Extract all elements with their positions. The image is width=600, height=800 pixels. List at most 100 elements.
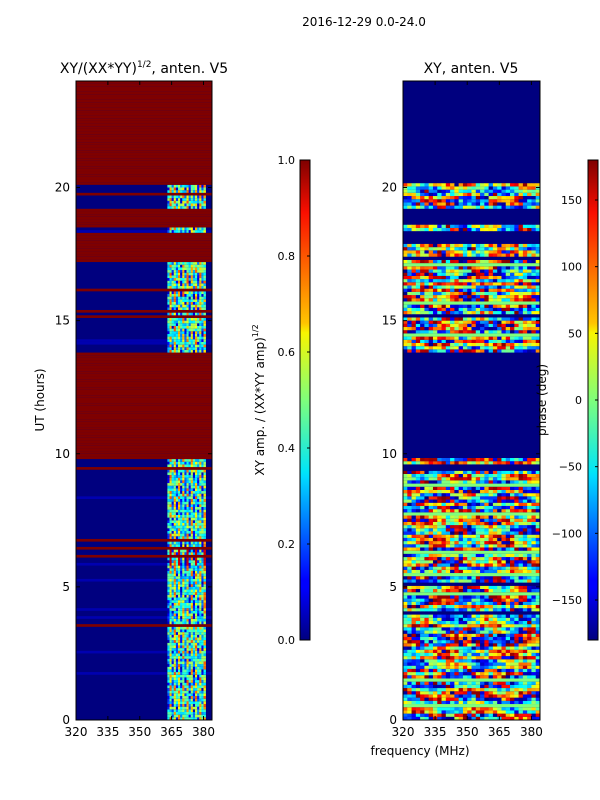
phase-cell xyxy=(475,349,481,353)
amplitude-saturated-row xyxy=(76,96,212,100)
phase-cell xyxy=(415,537,421,542)
phase-cell xyxy=(484,585,489,590)
phase-cell xyxy=(505,688,511,692)
phase-cell xyxy=(462,480,468,484)
amplitude-cell xyxy=(195,317,198,321)
phase-cell xyxy=(535,470,540,474)
amplitude-cell xyxy=(184,483,187,486)
amplitude-cell xyxy=(197,597,200,601)
phase-cell xyxy=(518,656,524,660)
amplitude-cell xyxy=(173,333,177,337)
amplitude-cell xyxy=(199,621,202,625)
phase-cell xyxy=(527,601,532,605)
amplitude-cell xyxy=(192,320,196,324)
amplitude-cell xyxy=(180,594,183,598)
amplitude-cell xyxy=(188,674,192,678)
phase-cell xyxy=(420,697,425,701)
phase-cell xyxy=(450,563,455,567)
amplitude-cell xyxy=(199,525,202,529)
phase-cell xyxy=(415,541,421,545)
phase-cell xyxy=(505,518,511,522)
amplitude-cell xyxy=(173,698,177,702)
phase-cell xyxy=(441,595,447,599)
phase-cell xyxy=(501,477,507,481)
phase-cell xyxy=(407,585,412,590)
phase-cell xyxy=(505,656,511,660)
amplitude-cell xyxy=(188,650,192,654)
amplitude-saturated-row xyxy=(76,352,212,356)
phase-cell xyxy=(510,649,515,653)
amplitude-cell xyxy=(169,544,172,547)
phase-cell xyxy=(403,649,408,653)
amplitude-cell xyxy=(188,562,192,566)
phase-cell xyxy=(510,458,515,462)
amplitude-cell xyxy=(201,605,204,609)
amplitude-cell xyxy=(175,669,179,673)
amplitude-cell xyxy=(197,533,200,537)
phase-cell xyxy=(471,601,477,605)
amplitude-saturated-row xyxy=(76,413,212,417)
phase-cell xyxy=(518,496,524,500)
amplitude-saturated-row xyxy=(76,246,212,249)
phase-cell xyxy=(475,707,481,711)
amplitude-cell xyxy=(192,669,196,673)
phase-cell xyxy=(510,700,515,705)
phase-cell xyxy=(522,589,528,593)
phase-cell xyxy=(488,652,494,657)
amplitude-cell xyxy=(203,296,206,300)
phase-cell xyxy=(510,544,515,548)
amplitude-cell xyxy=(199,578,202,582)
amplitude-cell xyxy=(201,272,204,276)
phase-cell xyxy=(420,691,425,695)
amplitude-cell xyxy=(167,514,170,518)
phase-cell xyxy=(510,342,515,347)
phase-cell xyxy=(424,537,429,542)
phase-cell xyxy=(484,537,489,542)
phase-cell xyxy=(527,608,532,612)
phase-cell xyxy=(462,521,468,526)
amplitude-cell xyxy=(188,568,192,571)
phase-cell xyxy=(518,531,524,535)
amplitude-cell xyxy=(175,634,179,638)
amplitude-cell xyxy=(186,693,189,697)
phase-cell xyxy=(505,509,511,513)
phase-cell xyxy=(467,569,472,574)
amplitude-cell xyxy=(180,485,183,489)
phase-cell xyxy=(424,544,429,548)
amplitude-cell xyxy=(186,653,189,657)
phase-cell xyxy=(445,531,451,535)
amplitude-cell xyxy=(186,525,189,529)
phase-cell xyxy=(420,509,425,513)
phase-cell xyxy=(420,601,425,605)
phase-cell xyxy=(420,505,425,510)
phase-cell xyxy=(403,534,408,538)
amplitude-cell xyxy=(199,488,202,492)
amplitude-cell xyxy=(171,645,175,649)
amplitude-cell xyxy=(186,573,189,577)
phase-cell xyxy=(475,652,481,657)
phase-cell xyxy=(501,563,507,567)
phase-cell xyxy=(522,553,528,558)
amplitude-cell xyxy=(190,642,194,646)
amplitude-cell xyxy=(171,664,175,667)
phase-cell xyxy=(497,515,502,519)
phase-cell xyxy=(437,649,442,653)
amplitude-cell xyxy=(192,483,196,486)
amplitude-cell xyxy=(199,485,202,489)
amplitude-cell xyxy=(195,600,198,603)
amplitude-cell xyxy=(199,666,202,670)
phase-cell xyxy=(531,534,537,538)
amplitude-cell xyxy=(188,717,192,720)
amplitude-cell xyxy=(201,275,204,279)
phase-cell xyxy=(484,700,489,705)
amplitude-cell xyxy=(192,514,196,518)
phase-cell xyxy=(441,458,447,462)
phase-cell xyxy=(484,342,489,347)
amplitude-cell xyxy=(173,283,177,287)
phase-cell xyxy=(522,620,528,625)
amplitude-cell xyxy=(182,656,185,659)
phase-cell xyxy=(501,627,507,631)
amplitude-cell xyxy=(203,349,206,353)
phase-cell xyxy=(458,346,464,350)
phase-cell xyxy=(454,566,459,570)
